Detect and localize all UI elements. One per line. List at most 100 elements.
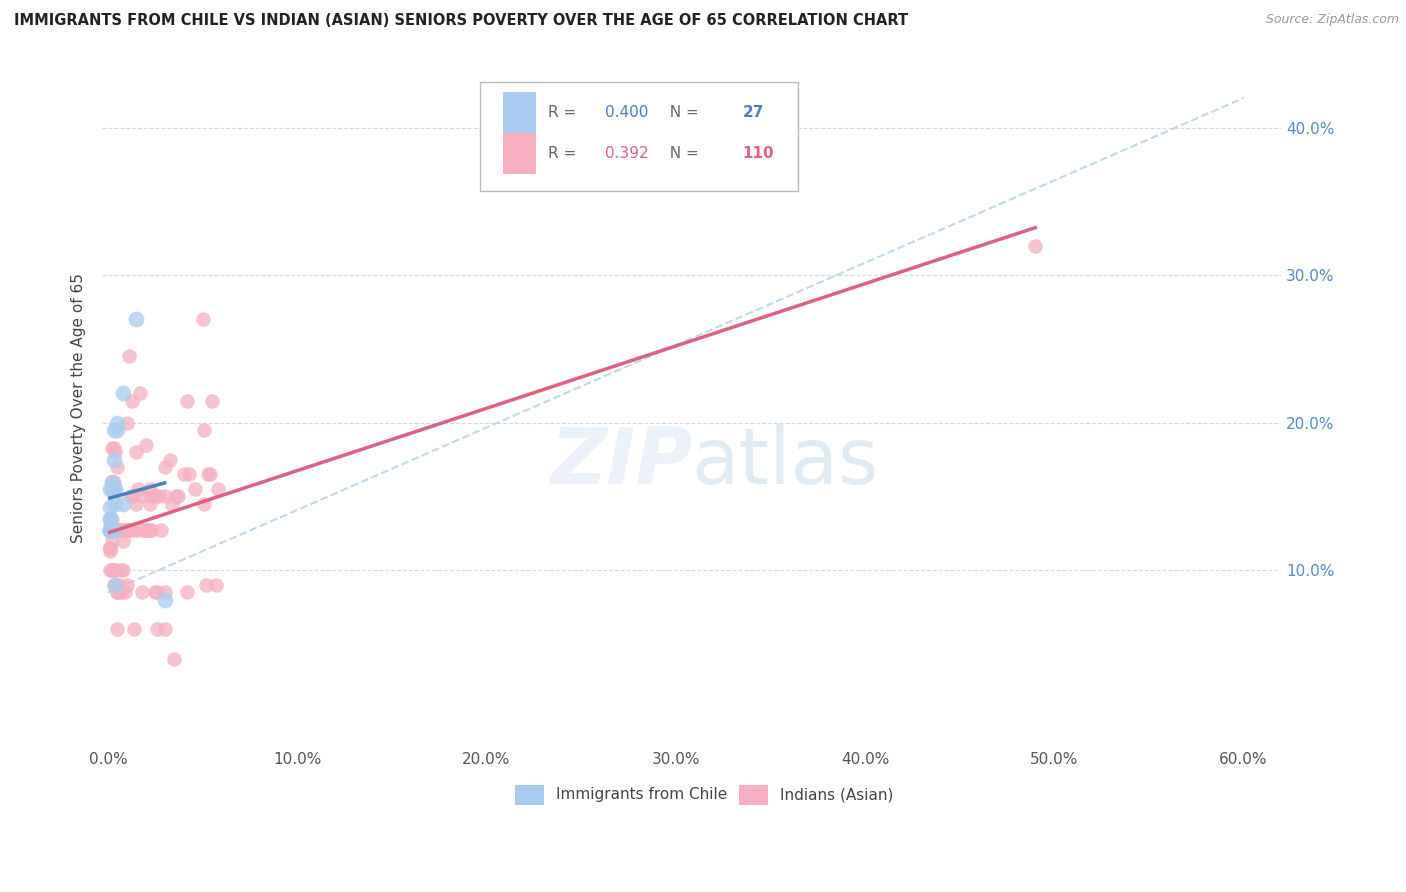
Point [104,482,127,496]
Point [100,524,122,538]
Text: N =: N = [659,105,703,120]
Point [148,490,170,504]
Point [112,563,135,577]
Point [118,349,141,363]
Bar [515,785,544,805]
Point [108,524,131,538]
Point [131,524,153,538]
Point [159,452,181,467]
Point [103,563,125,577]
Point [176,393,198,408]
Point [104,563,127,577]
Point [131,585,153,599]
Text: 0.392: 0.392 [605,146,648,161]
Text: R =: R = [548,105,581,120]
Point [98,524,121,538]
Point [108,578,131,592]
Point [136,524,159,538]
Point [127,482,149,496]
Text: 0.400: 0.400 [605,105,648,120]
Text: IMMIGRANTS FROM CHILE VS INDIAN (ASIAN) SENIORS POVERTY OVER THE AGE OF 65 CORRE: IMMIGRANTS FROM CHILE VS INDIAN (ASIAN) … [14,13,908,29]
Point [100,524,122,538]
Point [125,497,148,511]
Bar [503,133,536,174]
Point [141,524,163,538]
Text: R =: R = [548,146,581,161]
Point [141,490,163,504]
Point [110,585,132,599]
Text: Indians (Asian): Indians (Asian) [780,788,894,802]
Point [165,490,187,504]
Point [100,475,122,489]
Point [98,541,121,555]
Point [105,524,128,538]
Point [125,524,148,538]
Point [105,416,128,430]
Point [146,622,169,636]
Text: 27: 27 [742,105,763,120]
Point [138,497,160,511]
Point [176,585,198,599]
Point [98,519,121,533]
Point [104,524,127,538]
Point [98,511,121,525]
Point [98,524,121,538]
Point [207,482,229,496]
Point [98,541,121,555]
Y-axis label: Seniors Poverty Over the Age of 65: Seniors Poverty Over the Age of 65 [72,273,86,543]
Point [162,497,184,511]
Point [131,490,153,504]
Point [193,423,215,437]
Point [103,423,125,437]
Point [110,524,132,538]
Point [103,524,125,538]
Point [146,585,169,599]
Point [112,497,135,511]
Point [100,524,122,538]
Point [103,441,125,455]
Point [103,475,125,489]
Point [129,386,152,401]
Point [135,524,157,538]
Point [98,524,121,538]
Point [100,511,122,525]
Point [110,563,132,577]
Point [98,524,121,538]
Point [100,524,122,538]
Point [204,578,226,592]
Point [120,490,142,504]
Point [120,524,142,538]
Point [105,459,128,474]
FancyBboxPatch shape [479,82,799,191]
Point [104,497,127,511]
Point [114,585,136,599]
Point [100,533,122,548]
Bar [503,92,536,133]
Point [195,578,218,592]
Point [110,524,132,538]
Point [103,524,125,538]
Point [118,524,141,538]
Point [125,445,148,459]
Point [108,585,131,599]
Point [153,490,176,504]
Point [98,500,121,514]
Point [153,459,176,474]
Point [153,585,176,599]
Point [121,393,143,408]
Point [105,423,128,437]
Point [149,524,172,538]
Point [143,490,166,504]
Point [100,475,122,489]
Point [98,544,121,558]
Text: N =: N = [659,146,703,161]
Point [103,524,125,538]
Text: atlas: atlas [692,425,879,500]
Point [173,467,195,482]
Point [103,482,125,496]
Point [197,467,219,482]
Point [103,563,125,577]
Point [135,438,157,452]
Point [112,386,135,401]
Point [121,490,143,504]
